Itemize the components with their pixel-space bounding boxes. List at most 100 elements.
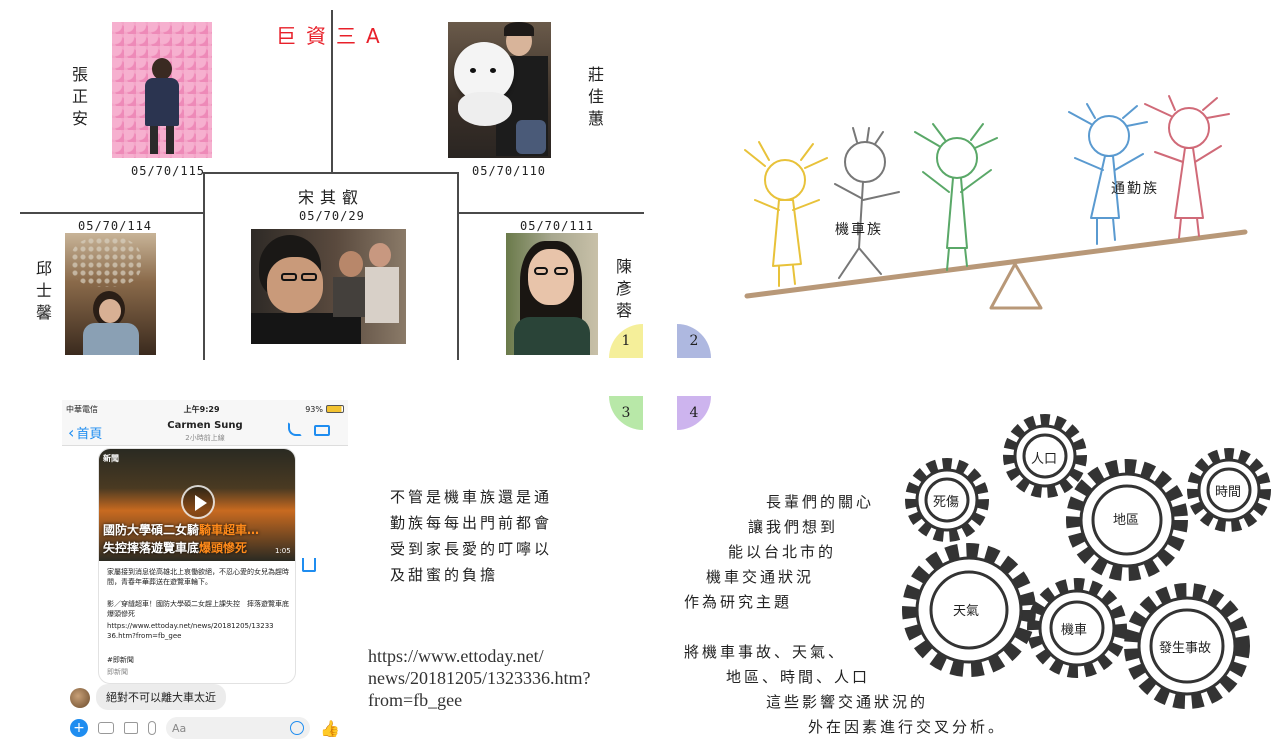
- contact-status: 2小時前上線: [185, 434, 225, 442]
- gear-label-accident: 發生事故: [1159, 641, 1211, 656]
- gears-diagram: 人口 死傷 地區 時間 天氣 機車 發生事故: [902, 414, 1271, 709]
- member-photo-3: [251, 229, 406, 344]
- family-text-line-2: 勤族每每出門前都會: [390, 514, 553, 532]
- research-line-8: 地區、時間、人口: [726, 668, 871, 686]
- divider-horizontal-right: [458, 212, 644, 214]
- gear-accident: [1124, 583, 1250, 709]
- quadrant-marker-1: 1: [609, 324, 643, 358]
- gear-time: [1187, 448, 1271, 532]
- gear-population: [1003, 414, 1087, 498]
- gear-motorcycle: [1027, 578, 1127, 678]
- composer-bar: + Aa 👍: [62, 712, 348, 744]
- news-thumbnail[interactable]: 新聞 國防大學碩二女騎騎車超車… 失控摔落遊覽車底爆頭慘死 1:05: [99, 449, 295, 561]
- team-title: 巨資三A: [276, 20, 390, 49]
- reply-text: 絕對不可以離大車太近: [106, 691, 216, 704]
- research-text-block: 長輩們的關心 讓我們想到 能以台北市的 機車交通狀況 作為研究主題 將機車事故、…: [670, 490, 1050, 740]
- seesaw-left-label: 機車族: [835, 221, 883, 238]
- member-photo-2: [448, 22, 551, 158]
- gear-label-population: 人口: [1031, 452, 1057, 467]
- microphone-icon[interactable]: [148, 721, 156, 735]
- battery-icon: [326, 405, 344, 413]
- member-date-3: 05/70/29: [299, 209, 365, 223]
- news-headline-2: 失控摔落遊覽車底爆頭慘死: [103, 541, 248, 555]
- member-name-5: 陳彥蓉: [613, 258, 632, 324]
- member-name-4: 邱士馨: [33, 260, 52, 326]
- article-link-title: 影／穿縫超車！國防大學碩二女趕上課失控 摔落遊覽車底爆頭慘死: [107, 600, 289, 618]
- news-source: 即新聞: [107, 668, 128, 676]
- plus-icon[interactable]: +: [70, 719, 88, 737]
- member-date-5: 05/70/111: [520, 219, 595, 233]
- seesaw-right-label: 通勤族: [1111, 181, 1159, 197]
- gear-weather: [902, 543, 1036, 677]
- back-button[interactable]: ‹ 首頁: [68, 423, 102, 442]
- member-photo-4: [65, 233, 156, 355]
- member-date-1: 05/70/115: [131, 164, 206, 178]
- gear-label-weather: 天氣: [953, 604, 979, 619]
- news-brand: 新聞: [103, 454, 119, 463]
- news-hashtag[interactable]: #即新聞: [107, 656, 134, 664]
- news-headline-1: 國防大學碩二女騎騎車超車…: [103, 523, 260, 537]
- article-url[interactable]: https://www.ettoday.net/news/20181205/13…: [107, 622, 274, 640]
- member-date-2: 05/70/110: [472, 164, 547, 178]
- quadrant-marker-3: 3: [609, 396, 643, 430]
- quadrant-marker-2: 2: [677, 324, 711, 358]
- phone-call-icon[interactable]: [288, 422, 302, 436]
- seesaw-illustration: 機車族 通勤族: [744, 95, 1248, 310]
- research-line-3: 能以台北市的: [728, 543, 837, 561]
- news-url-text[interactable]: https://www.ettoday.net/ news/20181205/1…: [368, 646, 591, 710]
- research-line-9: 這些影響交通狀況的: [766, 693, 929, 711]
- research-line-1: 長輩們的關心: [766, 493, 875, 511]
- status-battery: 93%: [305, 404, 323, 414]
- seesaw-pivot: [989, 262, 1043, 310]
- reply-bubble[interactable]: 絕對不可以離大車太近: [96, 684, 226, 710]
- gear-casualties: [905, 458, 989, 542]
- child-blue: [1068, 103, 1148, 245]
- gear-label-region: 地區: [1113, 513, 1139, 528]
- member-photo-5: [506, 233, 598, 355]
- video-duration: 1:05: [275, 547, 291, 555]
- quadrant-marker-4: 4: [677, 396, 711, 430]
- child-gray: [834, 127, 900, 279]
- sender-avatar[interactable]: [70, 688, 90, 708]
- play-button-icon[interactable]: [181, 485, 215, 519]
- video-call-icon[interactable]: [314, 425, 330, 436]
- back-label: 首頁: [76, 427, 103, 442]
- messenger-screenshot: 中華電信 上午9:29 93% ‹ 首頁 Carmen Sung 2小時前上線 …: [62, 400, 348, 747]
- message-input[interactable]: Aa: [166, 717, 311, 739]
- family-text-line-1: 不管是機車族還是通: [390, 488, 553, 506]
- center-box: [203, 172, 459, 360]
- research-line-2: 讓我們想到: [748, 518, 839, 536]
- gear-label-time: 時間: [1215, 485, 1241, 500]
- member-date-4: 05/70/114: [78, 219, 153, 233]
- chevron-left-icon: ‹: [68, 423, 75, 442]
- chat-header: ‹ 首頁 Carmen Sung 2小時前上線: [62, 418, 348, 446]
- thumbs-up-icon[interactable]: 👍: [320, 718, 340, 738]
- member-name-3: 宋其叡: [298, 188, 365, 207]
- seesaw-board: [744, 229, 1248, 299]
- member-name-1: 張正安: [69, 66, 88, 132]
- divider-horizontal: [20, 212, 204, 214]
- status-bar: 中華電信 上午9:29 93%: [62, 400, 348, 418]
- photo-icon[interactable]: [124, 722, 138, 734]
- family-text-block: 不管是機車族還是通 勤族每每出門前都會 受到家長愛的叮嚀以 及甜蜜的負擔: [390, 484, 590, 588]
- share-icon[interactable]: [302, 558, 316, 572]
- family-text-line-4: 及甜蜜的負擔: [390, 566, 499, 584]
- member-name-2: 莊佳蕙: [585, 66, 604, 132]
- member-photo-1: [112, 22, 212, 158]
- shared-news-card[interactable]: 新聞 國防大學碩二女騎騎車超車… 失控摔落遊覽車底爆頭慘死 1:05 家屬接到消…: [98, 448, 296, 684]
- divider-vertical-top: [331, 10, 333, 173]
- research-line-4: 機車交通狀況: [706, 568, 815, 586]
- research-line-10: 外在因素進行交叉分析。: [808, 718, 1007, 736]
- family-text-line-3: 受到家長愛的叮嚀以: [390, 540, 553, 558]
- gear-region: [1066, 459, 1188, 581]
- camera-icon[interactable]: [98, 722, 114, 734]
- child-green: [914, 123, 998, 271]
- research-line-5: 作為研究主題: [684, 593, 793, 611]
- status-carrier: 中華電信: [66, 404, 98, 414]
- status-time: 上午9:29: [183, 404, 220, 414]
- emoji-icon[interactable]: [290, 721, 305, 735]
- article-text: 家屬接到消息從高雄北上哀慟欲絕，不忍心愛的女兒為趕時間，青春年華葬送在遊覽車輪下…: [107, 568, 289, 586]
- contact-name[interactable]: Carmen Sung: [167, 420, 243, 431]
- gear-label-casualties: 死傷: [933, 495, 959, 510]
- child-yellow: [744, 141, 828, 287]
